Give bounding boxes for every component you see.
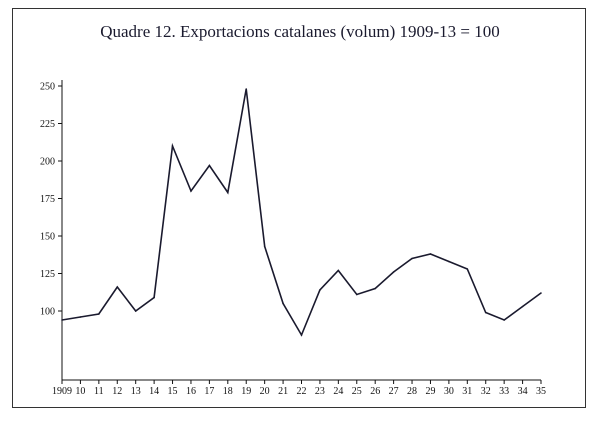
x-tick-label: 35	[536, 386, 546, 397]
data-point	[319, 289, 321, 291]
data-point	[79, 316, 82, 318]
y-axis-ticks: 100 125 150 175 200 225 250	[40, 82, 62, 318]
x-tick-label: 20	[260, 386, 270, 397]
x-tick-label: 30	[444, 386, 454, 397]
x-tick-label: 34	[518, 386, 528, 397]
y-tick-label: 100	[40, 307, 55, 318]
data-point	[116, 286, 119, 288]
series-line	[61, 88, 542, 337]
y-tick-label: 175	[40, 194, 55, 205]
data-point	[521, 305, 524, 308]
x-tick-label: 22	[297, 386, 307, 397]
x-tick-label: 12	[112, 386, 122, 397]
data-point	[171, 145, 174, 147]
x-tick-label: 24	[333, 386, 343, 397]
data-point	[374, 287, 376, 290]
y-tick-label: 125	[40, 269, 55, 280]
x-tick-label: 26	[370, 386, 380, 397]
x-tick-label: 21	[278, 386, 288, 397]
x-axis-ticks: 1909 10 11 12 13 14 15 16 17 18 19 20 21 22 23 24 25 26 27…	[52, 380, 546, 397]
data-point	[263, 245, 266, 248]
x-tick-label: 25	[352, 386, 362, 397]
x-tick-label: 14	[149, 386, 159, 397]
data-point	[484, 311, 487, 314]
data-point	[429, 253, 432, 255]
data-point	[134, 310, 137, 312]
data-point	[98, 313, 100, 315]
data-point	[208, 164, 211, 167]
x-tick-label: 18	[223, 386, 233, 397]
x-tick-label: 1909	[52, 386, 72, 397]
data-point	[466, 268, 469, 270]
chart-title: Quadre 12. Exportacions catalanes (volum…	[100, 22, 500, 41]
x-tick-label: 32	[481, 386, 491, 397]
data-point	[503, 319, 505, 321]
data-point	[337, 269, 340, 272]
plot-area	[61, 88, 542, 337]
y-tick-label: 250	[40, 82, 55, 93]
x-tick-label: 15	[168, 386, 178, 397]
y-tick-label: 200	[40, 157, 55, 168]
data-point	[448, 260, 450, 263]
data-point	[61, 319, 63, 321]
x-tick-label: 33	[499, 386, 509, 397]
x-tick-label: 13	[131, 386, 141, 397]
data-point	[153, 296, 155, 299]
x-tick-label: 23	[315, 386, 325, 397]
chart-frame	[12, 8, 586, 408]
x-tick-label: 11	[94, 386, 104, 397]
x-tick-label: 29	[425, 386, 435, 397]
y-tick-label: 225	[40, 119, 55, 130]
data-point	[190, 190, 192, 192]
data-point	[282, 302, 284, 305]
x-tick-label: 27	[389, 386, 399, 397]
data-point	[300, 334, 303, 336]
x-tick-label: 28	[407, 386, 417, 397]
x-tick-label: 19	[241, 386, 251, 397]
x-tick-label: 17	[204, 386, 214, 397]
x-tick-label: 16	[186, 386, 196, 397]
data-point	[355, 293, 358, 296]
x-tick-label: 31	[462, 386, 472, 397]
data-point	[245, 88, 248, 90]
data-point	[540, 292, 542, 294]
data-point	[411, 257, 413, 260]
x-tick-label: 10	[75, 386, 85, 397]
y-tick-label: 150	[40, 232, 55, 243]
data-point	[392, 271, 395, 273]
data-point	[227, 191, 229, 194]
